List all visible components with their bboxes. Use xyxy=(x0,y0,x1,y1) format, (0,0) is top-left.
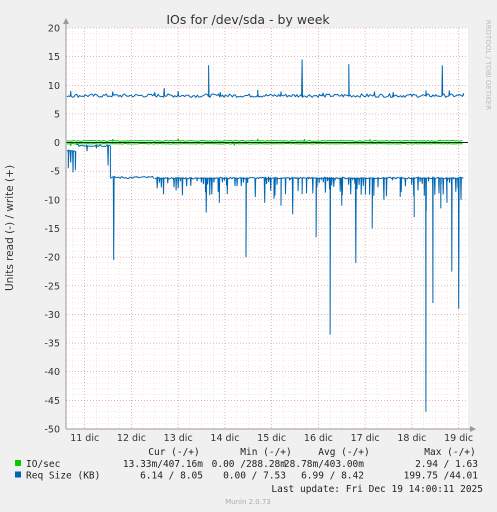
y-tick-label: 15 xyxy=(48,52,60,63)
series-req-size-write xyxy=(66,59,465,99)
series-io-write xyxy=(66,138,463,142)
rrdtool-watermark: RRDTOOL / TOBI OETIKER xyxy=(484,20,492,110)
x-tick-label: 15 dic xyxy=(257,433,286,444)
axes: 20 15 10 5 0 -5 -10 -15 -20 -25 -30 -35 -40 -45 -50 11 … xyxy=(44,18,476,444)
legend-swatch xyxy=(15,460,21,466)
x-tick-label: 16 dic xyxy=(304,433,333,444)
legend-value-max: 2.94 / 1.63 xyxy=(415,459,478,470)
legend-value-avg: 28.78m/403.00m xyxy=(284,459,364,470)
legend: Cur (-/+) Min (-/+) Avg (-/+) Max (-/+) IO/s… xyxy=(15,447,478,482)
y-tick-label: 20 xyxy=(48,24,60,35)
x-tick-label: 12 dic xyxy=(117,433,146,444)
y-axis-arrow xyxy=(63,18,69,24)
series-req-size-read xyxy=(66,148,77,173)
series-req-size-read xyxy=(154,175,464,412)
legend-value-max: 199.75 /44.01 xyxy=(404,471,479,482)
y-tick-label: -50 xyxy=(44,425,60,436)
y-tick-label: -20 xyxy=(44,253,60,264)
y-tick-label: -5 xyxy=(51,167,60,178)
legend-series-name: IO/sec xyxy=(26,459,60,470)
y-tick-label: -10 xyxy=(44,195,60,206)
x-tick-label: 18 dic xyxy=(397,433,426,444)
munin-footer: Munin 2.0.73 xyxy=(225,498,271,506)
y-tick-label: -30 xyxy=(44,310,60,321)
legend-header: Min (-/+) xyxy=(240,447,291,458)
x-tick-label: 13 dic xyxy=(164,433,193,444)
x-tick-label: 11 dic xyxy=(70,433,99,444)
y-axis-label: Units read (-) / write (+) xyxy=(4,165,16,291)
series-io-read xyxy=(66,142,463,147)
last-update: Last update: Fri Dec 19 14:00:11 2025 xyxy=(271,484,483,495)
legend-header: Max (-/+) xyxy=(424,447,475,458)
y-tick-label: 5 xyxy=(54,109,60,120)
x-tick-label: 17 dic xyxy=(351,433,380,444)
y-tick-label: 10 xyxy=(48,81,60,92)
legend-value-min: 0.00 / 7.53 xyxy=(223,471,286,482)
x-tick-label: 14 dic xyxy=(210,433,239,444)
y-tick-label: -25 xyxy=(44,281,60,292)
series-layer xyxy=(66,59,465,412)
legend-swatch xyxy=(15,471,21,478)
y-tick-label: 0 xyxy=(54,138,60,149)
legend-value-cur: 13.33m/407.16m xyxy=(123,459,203,470)
y-tick-label: -35 xyxy=(44,339,60,350)
series-req-size-read xyxy=(76,143,111,166)
legend-value-avg: 6.99 / 8.42 xyxy=(301,471,364,482)
legend-series-name: Req Size (KB) xyxy=(26,471,100,482)
y-tick-label: -40 xyxy=(44,367,60,378)
x-tick-label: 19 dic xyxy=(444,433,473,444)
series-req-size-read xyxy=(110,175,155,261)
legend-value-min: 0.00 /288.28m xyxy=(212,459,287,470)
legend-header: Avg (-/+) xyxy=(318,447,369,458)
legend-header: Cur (-/+) xyxy=(148,447,199,458)
y-tick-label: -15 xyxy=(44,224,60,235)
legend-value-cur: 6.14 / 8.05 xyxy=(140,471,203,482)
y-tick-label: -45 xyxy=(44,396,60,407)
x-axis-arrow xyxy=(470,426,476,432)
chart-title: IOs for /dev/sda - by week xyxy=(166,12,330,27)
